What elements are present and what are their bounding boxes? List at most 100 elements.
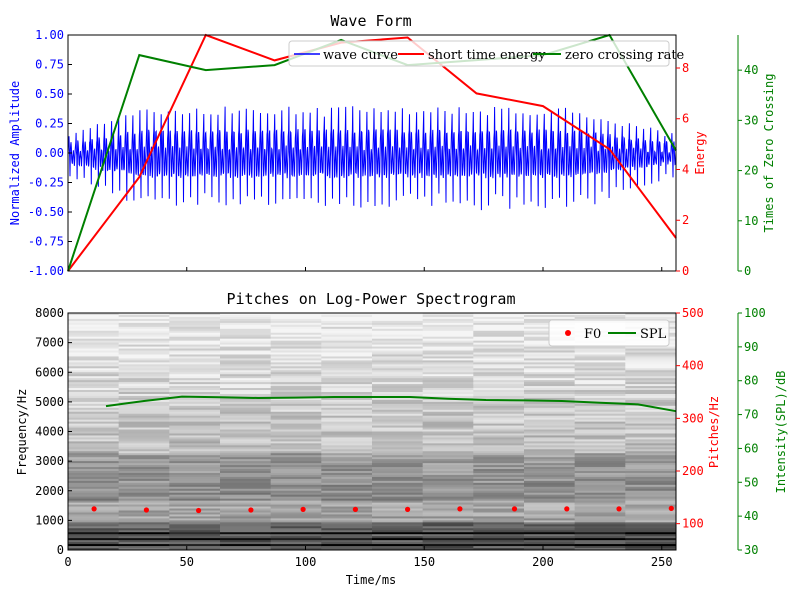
spectrogram-cell: [321, 516, 373, 519]
spectrogram-cell: [220, 498, 272, 502]
spectrogram-cell: [574, 437, 626, 440]
spectrogram-cell: [473, 520, 525, 523]
spectrogram-cell: [524, 504, 576, 508]
spectrogram-cell: [118, 506, 170, 510]
spectrogram-cell: [118, 461, 170, 464]
spectrogram-cell: [625, 413, 677, 417]
spectrogram-cell: [372, 427, 424, 431]
spectrogram-cell: [169, 486, 221, 490]
spectrogram-cell: [118, 431, 170, 434]
spectrogram-cell: [321, 348, 373, 352]
spectrogram-cell: [220, 451, 272, 454]
spectrogram-cell: [372, 346, 424, 350]
spectrogram-cell: [372, 540, 424, 543]
waveform-panel: Wave Form 1.00 0.75 0.50 0.25 0.00 -0.25 -0.50…: [8, 12, 776, 278]
spectrogram-cell: [574, 374, 626, 377]
spectrogram-cell: [625, 490, 677, 494]
spectrogram-cell: [68, 472, 120, 476]
spectrogram-cell: [574, 536, 626, 539]
spectrogram-cell: [68, 407, 120, 411]
spectrogram-cell: [321, 397, 373, 401]
spectrogram-cell: [524, 382, 576, 385]
spectrogram-cell: [574, 461, 626, 464]
spectrogram-cell: [270, 405, 322, 409]
spectrogram-cell: [372, 469, 424, 472]
spectrogram-cell: [68, 326, 120, 330]
spectrogram-cell: [118, 467, 170, 470]
spectrogram-cell: [68, 459, 120, 462]
spectrogram-cell: [625, 431, 677, 434]
spectrogram-cell: [473, 498, 525, 502]
spectrogram-cell: [422, 352, 474, 355]
spectrogram-cell: [625, 469, 677, 472]
spectrogram-cell: [118, 392, 170, 395]
spectrogram-cell: [574, 431, 626, 434]
spectrogram-cell: [270, 461, 322, 464]
spectrogram-cell: [118, 334, 170, 338]
spectrogram-cell: [625, 403, 677, 407]
spectrogram-cell: [220, 492, 272, 496]
spectrogram-cell: [524, 374, 576, 377]
spectrogram-cell: [524, 480, 576, 484]
spectrogram-cell: [625, 380, 677, 383]
spectrogram-cell: [169, 471, 221, 474]
spectrogram-cell: [220, 496, 272, 500]
spectrogram-cell: [220, 366, 272, 369]
spectrogram-cell: [118, 338, 170, 342]
spectrogram-cell: [372, 313, 424, 316]
spectrogram-cell: [372, 449, 424, 452]
spectrogram-cell: [270, 451, 322, 454]
spectrogram-cell: [321, 546, 373, 549]
spectrogram-cell: [68, 526, 120, 529]
spectrogram-cell: [321, 449, 373, 452]
spectrogram-cell: [625, 524, 677, 527]
spectrogram-cell: [625, 392, 677, 395]
spectrogram-cell: [321, 393, 373, 397]
spectrogram-cell: [321, 423, 373, 427]
spectrogram-cell: [473, 542, 525, 545]
spectrogram-cell: [524, 544, 576, 547]
spectrogram-cell: [473, 463, 525, 466]
spectrogram-cell: [118, 364, 170, 367]
spectrogram-cell: [169, 455, 221, 458]
spectrogram-cell: [473, 482, 525, 486]
spectrogram-cell: [68, 399, 120, 403]
spectrogram-cell: [473, 360, 525, 363]
spectrogram-cell: [625, 407, 677, 411]
spectrogram-cell: [372, 409, 424, 413]
spectrogram-cell: [372, 382, 424, 385]
spectrogram-cell: [220, 478, 272, 482]
spectrogram-cell: [270, 465, 322, 468]
spectrogram-cell: [422, 522, 474, 525]
spectrogram-cell: [68, 431, 120, 434]
spectrogram-cell: [372, 397, 424, 401]
spectrogram-cell: [68, 447, 120, 450]
spectrogram-cell: [524, 496, 576, 500]
spectrogram-cell: [372, 480, 424, 484]
spectrogram-cell: [220, 330, 272, 334]
spectrogram-cell: [169, 411, 221, 415]
spectrogram-cell: [625, 433, 677, 436]
spectrogram-cell: [473, 508, 525, 511]
spectrogram-cell: [372, 486, 424, 490]
spectrogram-cell: [473, 322, 525, 326]
spectrogram-cell: [169, 338, 221, 342]
spectrogram-cell: [321, 478, 373, 482]
spectrogram-cell: [68, 494, 120, 498]
spectrogram-cell: [169, 540, 221, 543]
spectrogram-cell: [68, 423, 120, 427]
spectrogram-cell: [169, 415, 221, 419]
spectrogram-cell: [270, 409, 322, 413]
spectrogram-cell: [169, 488, 221, 492]
spectrogram-cell: [422, 496, 474, 500]
spectrogram-cell: [270, 386, 322, 389]
spectrogram-cell: [68, 372, 120, 375]
spectrogram-cell: [118, 449, 170, 452]
spectrogram-cell: [625, 443, 677, 446]
spectrogram-cell: [524, 478, 576, 482]
spectrogram-cell: [524, 534, 576, 537]
spectrogram-cell: [372, 538, 424, 541]
spectrogram-cell: [473, 502, 525, 506]
spectrogram-cell: [321, 370, 373, 373]
spectrogram-cell: [372, 472, 424, 476]
